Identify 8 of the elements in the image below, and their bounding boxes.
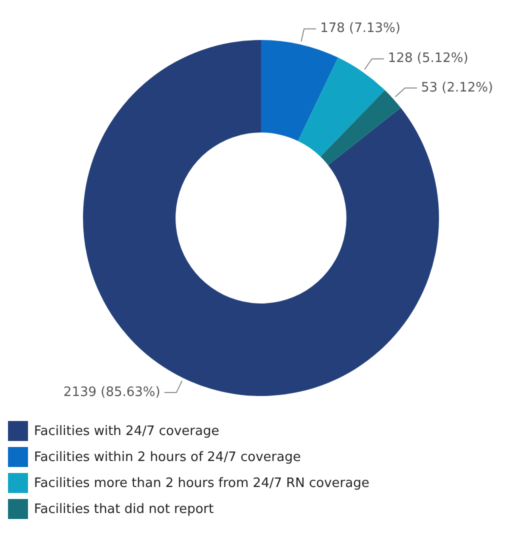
data-label: 2139 (85.63%): [63, 384, 160, 400]
data-label: 53 (2.12%): [420, 80, 494, 96]
legend-label: Facilities that did not report: [34, 502, 214, 516]
legend-label: Facilities with 24/7 coverage: [34, 424, 220, 438]
legend-label: Facilities within 2 hours of 24/7 coverage: [34, 450, 301, 464]
data-label: 178 (7.13%): [320, 21, 400, 36]
data-label: 128 (5.12%): [388, 51, 468, 66]
legend-label: Facilities more than 2 hours from 24/7 RN coverage: [34, 476, 370, 490]
